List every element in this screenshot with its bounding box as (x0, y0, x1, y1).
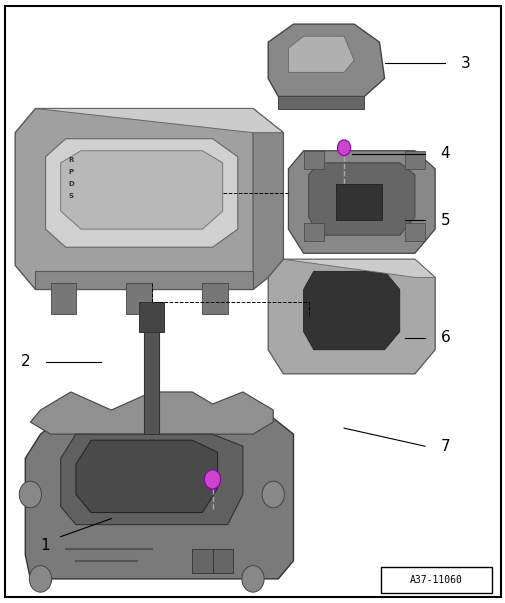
Text: 4: 4 (439, 147, 449, 161)
Text: P: P (68, 169, 73, 175)
Polygon shape (126, 283, 152, 314)
Polygon shape (288, 151, 434, 253)
Polygon shape (404, 151, 424, 169)
Circle shape (337, 140, 350, 156)
Circle shape (262, 481, 284, 508)
Polygon shape (76, 440, 217, 513)
Polygon shape (303, 151, 323, 169)
Polygon shape (192, 549, 212, 573)
Circle shape (241, 566, 264, 592)
Text: R: R (68, 157, 73, 163)
Polygon shape (303, 223, 323, 241)
FancyBboxPatch shape (380, 567, 491, 593)
Text: 2: 2 (20, 355, 30, 369)
Text: 5: 5 (439, 213, 449, 227)
Text: 3: 3 (460, 56, 470, 71)
Polygon shape (139, 302, 164, 332)
Polygon shape (144, 314, 159, 434)
Polygon shape (336, 184, 381, 220)
Circle shape (204, 470, 220, 489)
Text: 6: 6 (439, 330, 449, 345)
Polygon shape (15, 109, 283, 289)
Polygon shape (308, 163, 414, 235)
Text: D: D (68, 181, 74, 187)
Polygon shape (202, 283, 227, 314)
Polygon shape (283, 259, 434, 277)
Polygon shape (30, 392, 273, 434)
Polygon shape (268, 24, 384, 96)
Polygon shape (25, 404, 293, 579)
Text: A37-11060: A37-11060 (409, 575, 462, 585)
Polygon shape (61, 434, 242, 525)
Polygon shape (404, 223, 424, 241)
Circle shape (19, 481, 41, 508)
Polygon shape (303, 271, 399, 350)
Polygon shape (212, 549, 232, 573)
Text: 1: 1 (40, 538, 50, 553)
Text: 7: 7 (439, 439, 449, 453)
Polygon shape (252, 109, 283, 289)
Polygon shape (45, 139, 237, 247)
Polygon shape (61, 151, 222, 229)
Polygon shape (50, 283, 76, 314)
Polygon shape (288, 36, 354, 72)
Polygon shape (35, 109, 283, 133)
Polygon shape (35, 271, 252, 289)
Circle shape (29, 566, 52, 592)
Polygon shape (268, 259, 434, 374)
Polygon shape (278, 96, 364, 109)
Text: S: S (68, 193, 73, 199)
